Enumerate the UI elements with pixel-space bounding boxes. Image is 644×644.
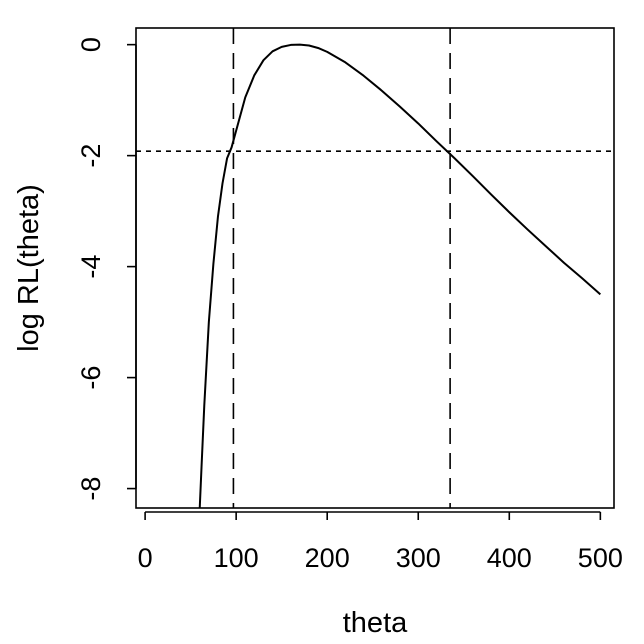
- x-tick-label: 400: [487, 543, 532, 573]
- y-tick-label: 0: [76, 37, 106, 52]
- y-tick-label: -6: [76, 366, 106, 390]
- series-line-0: [198, 43, 602, 509]
- x-tick-label: 0: [138, 543, 153, 573]
- plot-marks: [136, 28, 614, 509]
- x-axis: 0 100 200 300 400 500: [138, 511, 623, 573]
- y-axis-title: log RL(theta): [13, 184, 45, 352]
- x-tick-label: 100: [214, 543, 259, 573]
- y-tick-label: -8: [76, 477, 106, 501]
- x-tick-label: 300: [396, 543, 441, 573]
- x-tick-label: 500: [578, 543, 623, 573]
- y-tick-label: -4: [76, 255, 106, 279]
- y-tick-label: -2: [76, 144, 106, 168]
- y-axis: 0 -2 -4 -6 -8: [76, 37, 137, 501]
- x-tick-label: 200: [305, 543, 350, 573]
- x-axis-title: theta: [343, 607, 408, 639]
- plot-frame: [135, 27, 615, 509]
